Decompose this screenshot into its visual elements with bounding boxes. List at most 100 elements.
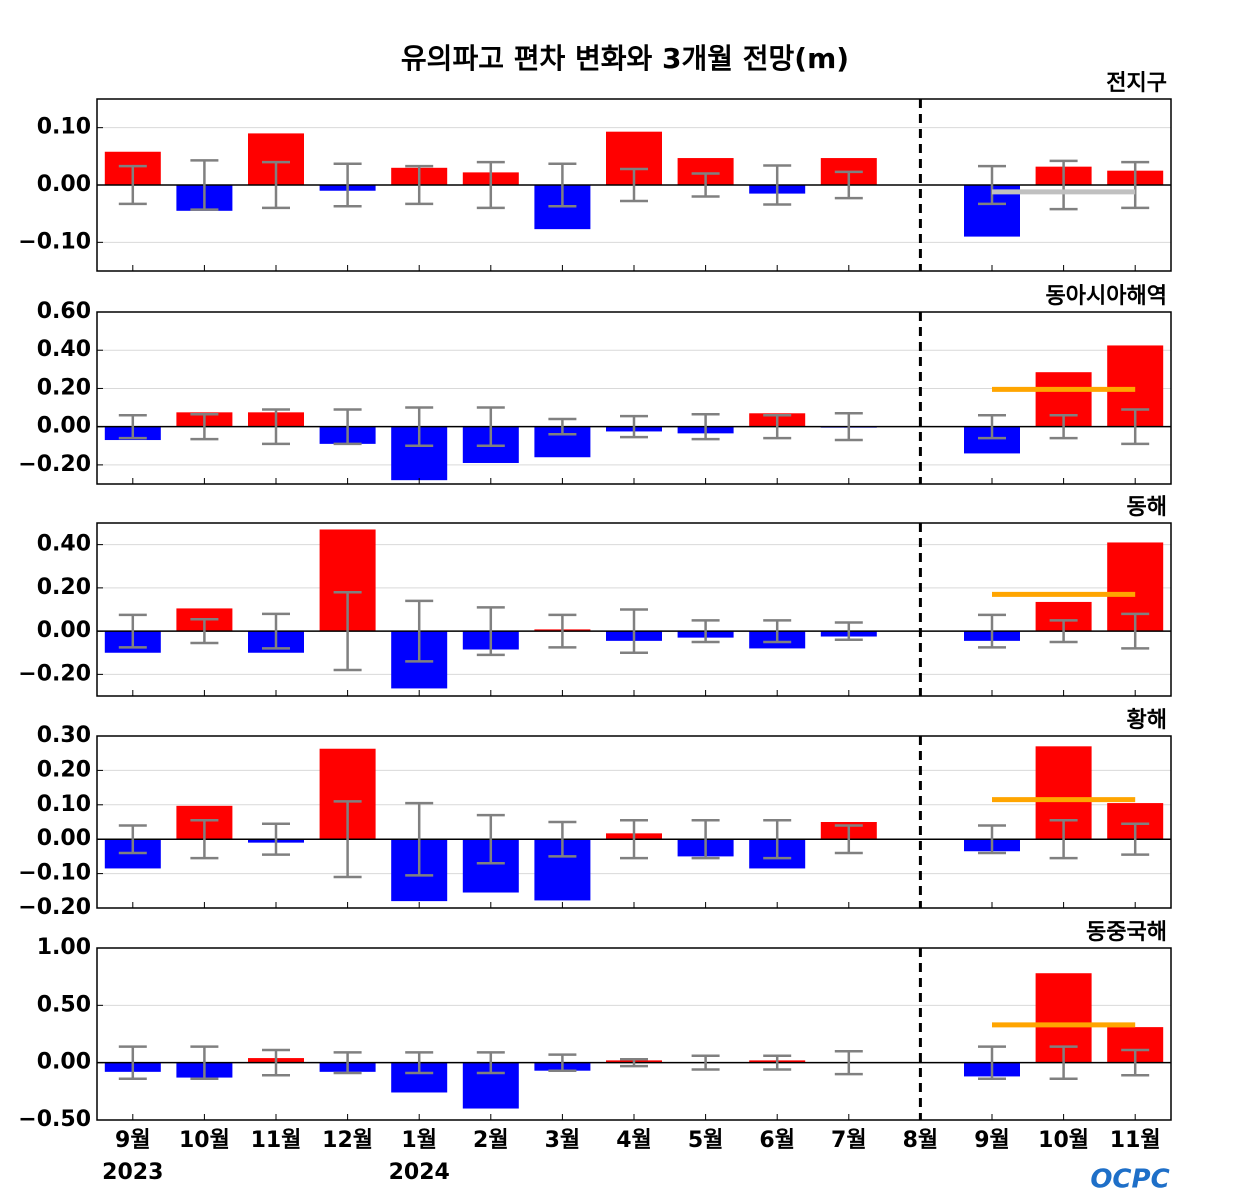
error-bar [1049,619,1078,644]
error-bar [405,1051,434,1075]
error-bar [476,1051,505,1075]
error-bar [548,162,577,208]
error-bar [1121,822,1150,856]
y-tick-label: 0.30 [37,723,91,748]
error-bar [262,822,290,856]
plot-frame [96,522,1172,697]
error-bar [333,1051,362,1075]
error-bar [763,413,792,440]
error-bar [405,164,434,206]
y-tick-label: 0.20 [37,575,91,600]
y-tick-label: 1.00 [37,935,91,960]
x-tick-label: 5월 [688,1128,724,1153]
plot-frame [96,947,1172,1121]
error-bar [620,819,648,860]
plot-frame [96,98,1172,272]
x-tick-label: 3월 [545,1128,581,1153]
error-bar [262,408,290,446]
y-tick-label: −0.50 [18,1107,91,1132]
error-bar [476,406,505,448]
y-tick-label: 0.00 [37,414,91,439]
error-bar [548,613,577,649]
y-tick-label: 0.00 [37,1050,91,1075]
error-bar [691,412,720,441]
error-bar [763,164,792,206]
error-bar [548,1053,577,1072]
y-tick-label: −0.10 [18,861,91,886]
y-tick-label: 0.20 [37,757,91,782]
y-tick-label: 0.20 [37,375,91,400]
error-bar [1049,159,1078,211]
error-bar [118,413,147,440]
panel-title: 동해 [1127,495,1167,520]
y-tick-label: 0.00 [37,172,91,197]
error-bar [834,621,863,642]
error-bar [262,1048,290,1077]
x-tick-label: 8월 [903,1128,939,1153]
y-tick-label: 0.40 [37,532,91,557]
error-bar [190,819,219,860]
error-bar [834,412,863,442]
logo: OCPC [1090,1165,1169,1195]
error-bar [476,160,505,210]
error-bar [978,413,1006,440]
error-bar [405,406,434,448]
error-bar [834,824,863,855]
error-bar [190,1045,219,1080]
error-bar [691,1054,720,1071]
x-tick-label: 9월 [974,1128,1010,1153]
y-tick-label: −0.10 [18,229,91,254]
y-tick-label: 0.00 [37,618,91,643]
plot-frame [96,311,1172,485]
error-bar [691,819,720,860]
error-bar [1049,819,1078,860]
error-bar [118,164,147,206]
error-bar [763,1054,792,1071]
year-label: 2024 [389,1160,450,1185]
error-bar [1049,1045,1078,1080]
panel-title: 전지구 [1106,71,1167,96]
error-bar [333,162,362,208]
y-tick-label: 0.40 [37,337,91,362]
error-bar [190,617,219,645]
error-bar [405,801,434,877]
x-tick-label: 2월 [473,1128,509,1153]
y-tick-label: −0.20 [18,452,91,477]
error-bar [834,170,863,200]
error-bar [1121,1048,1150,1077]
error-bar [548,417,577,436]
error-bar [476,813,505,865]
error-bar [1049,413,1078,440]
error-bar [1121,612,1150,650]
error-bar [548,820,577,858]
error-bar [691,619,720,644]
error-bar [620,608,648,654]
error-bar [190,159,219,211]
x-tick-label: 6월 [759,1128,795,1153]
y-tick-label: 0.10 [37,792,91,817]
error-bar [763,819,792,860]
error-bar [620,414,648,439]
panel-title: 동중국해 [1086,920,1167,945]
y-tick-label: 0.10 [37,115,91,140]
error-bar [620,1057,648,1068]
error-bar [190,412,219,441]
panel-title: 동아시아해역 [1046,284,1167,309]
x-tick-label: 10월 [179,1128,230,1153]
error-bar [118,824,147,855]
y-tick-label: −0.20 [18,895,91,920]
x-tick-label: 11월 [251,1128,302,1153]
x-tick-label: 1월 [401,1128,437,1153]
y-tick-label: −0.20 [18,661,91,686]
error-bar [262,612,290,650]
x-tick-label: 11월 [1110,1128,1161,1153]
error-bar [333,408,362,446]
error-bar [333,590,362,672]
x-tick-label: 4월 [616,1128,652,1153]
plot-frame [96,735,1172,909]
y-tick-label: 0.00 [37,826,91,851]
error-bar [476,606,505,657]
y-tick-label: 0.60 [37,299,91,324]
panel-title: 황해 [1127,708,1167,733]
